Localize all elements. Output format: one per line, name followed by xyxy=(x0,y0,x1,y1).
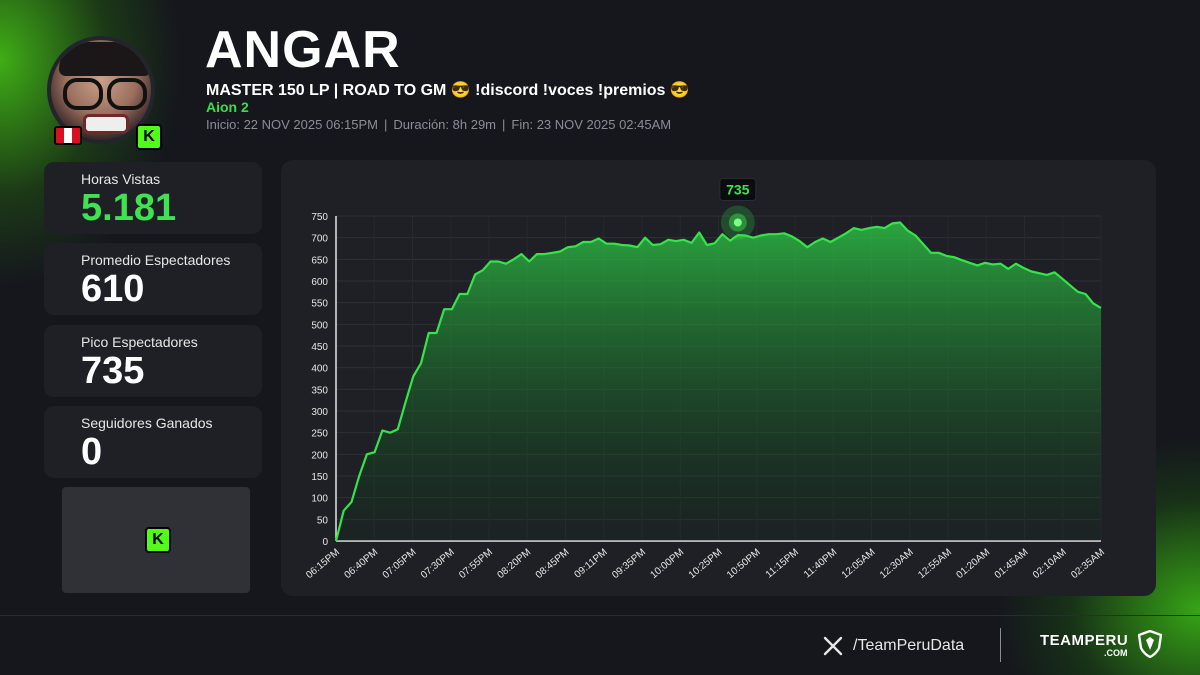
x-tick-label: 07:05PM xyxy=(381,547,419,581)
y-tick-label: 700 xyxy=(311,234,328,245)
stream-title: MASTER 150 LP | ROAD TO GM 😎 !discord !v… xyxy=(206,82,690,99)
viewers-chart-panel: 0 50 100 150 200 250 300 350 400 450 500 550 600 650 7… xyxy=(281,160,1156,596)
x-tick-label: 12:30AM xyxy=(878,547,916,581)
platform-box: K xyxy=(62,487,250,593)
x-tick-label: 06:15PM xyxy=(304,547,342,581)
x-tick-label: 11:15PM xyxy=(764,547,801,581)
stat-value: 735 xyxy=(81,350,145,392)
x-tick-label: 07:30PM xyxy=(419,547,457,581)
footer-divider xyxy=(0,615,1200,616)
stat-value: 5.181 xyxy=(81,187,177,229)
x-tick-label: 10:00PM xyxy=(648,547,686,581)
x-tick-label: 07:55PM xyxy=(457,547,495,581)
y-tick-label: 0 xyxy=(322,537,328,548)
x-tick-label: 01:20AM xyxy=(954,547,992,581)
social-handle[interactable]: /TeamPeruData xyxy=(853,637,965,654)
separator: | xyxy=(502,117,506,132)
y-tick-label: 300 xyxy=(311,407,328,418)
y-tick-label: 100 xyxy=(311,494,328,505)
x-tick-label: 01:45AM xyxy=(993,547,1031,581)
x-tick-label: 09:35PM xyxy=(610,547,648,581)
stat-label: Pico Espectadores xyxy=(81,334,198,350)
peak-point xyxy=(733,218,742,227)
stat-label: Seguidores Ganados xyxy=(81,415,213,431)
teamperu-shield-icon xyxy=(1138,630,1162,658)
y-tick-label: 250 xyxy=(311,429,328,440)
brand-domain: .COM xyxy=(1104,648,1128,658)
kick-logo-icon: K xyxy=(136,124,162,150)
channel-name: ANGAR xyxy=(205,21,401,79)
x-tick-label: 08:20PM xyxy=(495,547,533,581)
y-tick-label: 350 xyxy=(311,385,328,396)
peru-flag-icon xyxy=(54,126,82,145)
stat-label: Horas Vistas xyxy=(81,171,161,187)
x-tick-label: 09:11PM xyxy=(573,547,610,581)
peak-label: 735 xyxy=(726,182,750,198)
x-logo-icon[interactable] xyxy=(823,636,843,656)
avatar xyxy=(47,36,155,144)
y-tick-label: 550 xyxy=(311,299,328,310)
stat-label: Promedio Espectadores xyxy=(81,252,231,268)
x-tick-label: 02:10AM xyxy=(1031,547,1069,581)
stat-card-hours-watched: Horas Vistas 5.181 xyxy=(44,162,262,234)
start-time: Inicio: 22 NOV 2025 06:15PM xyxy=(206,117,378,132)
separator: | xyxy=(384,117,388,132)
y-tick-label: 200 xyxy=(311,450,328,461)
y-tick-label: 450 xyxy=(311,342,328,353)
y-tick-label: 750 xyxy=(311,212,328,223)
y-tick-label: 150 xyxy=(311,472,328,483)
viewers-chart: 0 50 100 150 200 250 300 350 400 450 500 550 600 650 7… xyxy=(304,178,1107,581)
stat-value: 0 xyxy=(81,431,103,473)
brand-name: TEAMPERU xyxy=(1040,632,1129,649)
x-tick-label: 12:05AM xyxy=(840,547,878,581)
stream-meta: Inicio: 22 NOV 2025 06:15PM | Duración: 8h… xyxy=(206,117,671,132)
x-tick-label: 11:40PM xyxy=(802,547,839,581)
y-tick-label: 500 xyxy=(311,320,328,331)
kick-logo-icon: K xyxy=(145,527,171,553)
stat-card-average-viewers: Promedio Espectadores 610 xyxy=(44,243,262,315)
duration: Duración: 8h 29m xyxy=(393,117,497,132)
y-tick-label: 400 xyxy=(311,364,328,375)
viewers-line xyxy=(334,221,1102,542)
viewers-area xyxy=(336,222,1101,541)
footer-separator xyxy=(1000,628,1001,662)
y-tick-label: 600 xyxy=(311,277,328,288)
y-tick-label: 50 xyxy=(317,515,329,526)
game-name: Aion 2 xyxy=(206,99,249,115)
x-tick-label: 08:45PM xyxy=(534,547,572,581)
x-tick-label: 02:35AM xyxy=(1069,547,1107,581)
x-tick-label: 12:55AM xyxy=(916,547,954,581)
x-tick-label: 06:40PM xyxy=(342,547,380,581)
x-tick-label: 10:25PM xyxy=(687,547,725,581)
y-tick-label: 650 xyxy=(311,255,328,266)
peak-tooltip xyxy=(719,178,757,201)
end-time: Fin: 23 NOV 2025 02:45AM xyxy=(511,117,672,132)
x-tick-label: 10:50PM xyxy=(725,547,763,581)
stat-card-followers-gained: Seguidores Ganados 0 xyxy=(44,406,262,478)
stat-card-peak-viewers: Pico Espectadores 735 xyxy=(44,325,262,397)
stat-value: 610 xyxy=(81,268,145,310)
